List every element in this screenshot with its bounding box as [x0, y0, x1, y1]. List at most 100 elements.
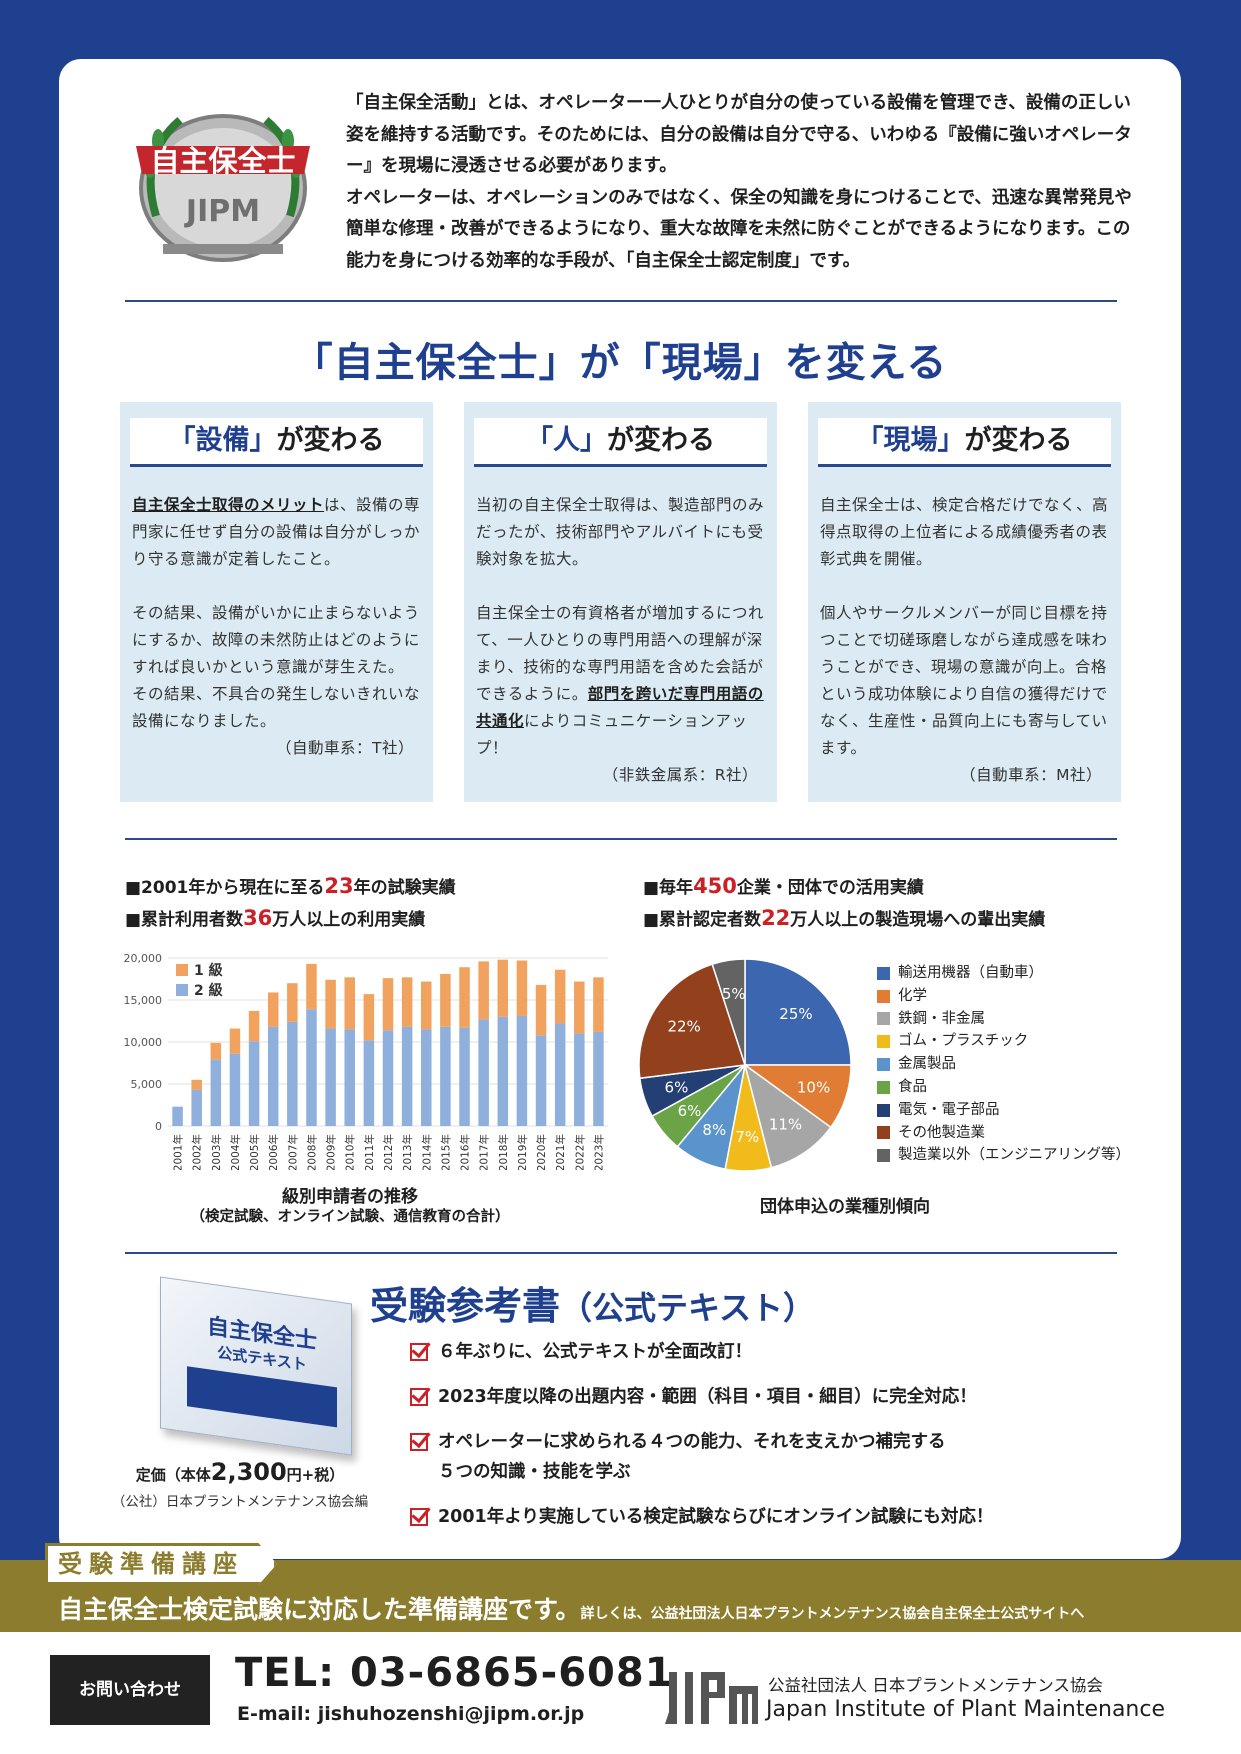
bar-segment — [191, 1089, 202, 1126]
bar-segment — [248, 1010, 260, 1042]
x-tick-label: 2008年 — [305, 1134, 318, 1170]
legend-label: 電気・電子部品 — [898, 1101, 1000, 1118]
pie-slice — [711, 958, 746, 1066]
x-tick-label: 2012年 — [382, 1134, 395, 1170]
column-body: 自主保全士取得のメリットは、設備の専門家に任せず自分の設備は自分がしっかり守る意… — [132, 492, 424, 762]
legend-item: 鉄鋼・非金属 — [877, 1008, 1130, 1031]
x-tick-label: 2015年 — [439, 1134, 452, 1170]
bar-segment — [172, 1106, 183, 1126]
bar-segment — [497, 959, 509, 1017]
pie-chart-title: 団体申込の業種別傾向 — [760, 1197, 930, 1217]
x-tick-label: 2020年 — [535, 1134, 548, 1170]
highlight-text: 部門を跨いだ専門用語の共通化 — [476, 685, 764, 730]
prep-course-text: 自主保全士検定試験に対応した準備講座です。詳しくは、公益社団法人日本プラントメン… — [58, 1595, 1085, 1624]
x-tick-label: 2006年 — [267, 1134, 280, 1170]
pie-slice-label: 7% — [735, 1128, 759, 1146]
divider — [125, 838, 1117, 840]
bar-segment — [306, 963, 317, 1010]
reference-checklist: ６年ぶりに、公式テキストが全面改訂！ 2023年度以降の出題内容・範囲（科目・項… — [410, 1337, 1170, 1532]
bar-segment — [497, 1016, 509, 1126]
intro-paragraph-2: オペレーターは、オペレーションのみではなく、保全の知識を身につけることで、迅速な… — [346, 187, 1132, 271]
column-heading: 「現場」が変わる — [818, 418, 1111, 467]
intro-text: 「自主保全活動」とは、オペレーター一人ひとりが自分の使っている設備を管理でき、設… — [346, 88, 1136, 277]
legend-item: 輸送用機器（自動車） — [877, 962, 1130, 985]
y-tick-label: 10,000 — [124, 1036, 163, 1049]
y-tick-label: 20,000 — [124, 952, 163, 965]
column-equipment: 「設備」が変わる 自主保全士取得のメリットは、設備の専門家に任せず自分の設備は自… — [120, 402, 433, 802]
stats-right: ■毎年450企業・団体での活用実績 ■累計認定者数22万人以上の製造現場への輩出… — [643, 874, 1046, 930]
pie-legend: 輸送用機器（自動車） 化学 鉄鋼・非金属 ゴム・プラスチック 金属製品 食品 電気・電子部品… — [877, 962, 1130, 1167]
bar-segment — [344, 977, 355, 1030]
legend-swatch — [176, 984, 188, 996]
column-body: 自主保全士は、検定合格だけでなく、高得点取得の上位者による成績優秀者の表彰式典を… — [820, 492, 1112, 789]
legend-item: 製造業以外（エンジニアリング等） — [877, 1144, 1130, 1167]
legend-label: 化学 — [898, 987, 927, 1004]
textbook-price: 定価（本体2,300円+税） — [135, 1458, 345, 1486]
pie-slice-label: 11% — [769, 1116, 802, 1134]
bar-segment — [287, 1021, 298, 1126]
x-tick-label: 2004年 — [229, 1134, 242, 1170]
legend-label: 食品 — [898, 1078, 927, 1095]
bar-segment — [248, 1041, 260, 1126]
main-title: 「自主保全士」が「現場」を変える — [292, 340, 948, 386]
org-name-ja: 公益社団法人 日本プラントメンテナンス協会 — [768, 1676, 1103, 1695]
check-item: 2023年度以降の出題内容・範囲（科目・項目・細目）に完全対応！ — [410, 1382, 1170, 1412]
x-tick-label: 2021年 — [554, 1134, 567, 1170]
phone-number[interactable]: TEL: 03-6865-6081 — [235, 1650, 674, 1696]
x-tick-label: 2005年 — [248, 1134, 261, 1170]
legend-swatch — [176, 964, 188, 976]
bar-segment — [363, 1040, 375, 1126]
bar-segment — [440, 973, 451, 1027]
legend-item: 電気・電子部品 — [877, 1099, 1130, 1122]
reference-title: 受験参考書（公式テキスト） — [370, 1284, 816, 1328]
x-tick-label: 2014年 — [420, 1134, 433, 1170]
check-item-continuation: ５つの知識・技能を学ぶ — [438, 1462, 631, 1482]
bar-segment — [554, 1023, 566, 1126]
bar-segment — [401, 977, 413, 1027]
legend-label: 鉄鋼・非金属 — [898, 1010, 985, 1027]
pie-slice — [743, 1063, 832, 1169]
intro-paragraph-1: 「自主保全活動」とは、オペレーター一人ひとりが自分の使っている設備を管理でき、設… — [346, 93, 1132, 176]
x-tick-label: 2001年 — [172, 1134, 185, 1170]
pie-slice-label: 22% — [667, 1017, 700, 1035]
bar-segment — [554, 969, 566, 1024]
divider — [125, 1252, 1117, 1254]
bar-segment — [363, 994, 375, 1041]
jishuhozenshi-emblem: 自主保全士 JIPM — [136, 114, 310, 262]
source-label: （自動車系：T社） — [276, 739, 414, 757]
textbook-cover-image: 自主保全士 公式テキスト — [160, 1276, 352, 1456]
email-address[interactable]: E-mail: jishuhozenshi@jipm.or.jp — [237, 1703, 585, 1725]
stats-left: ■2001年から現在に至る23年の試験実績 ■累計利用者数36万人以上の利用実績 — [125, 874, 456, 930]
checkbox-icon — [410, 1343, 428, 1361]
x-tick-label: 2013年 — [401, 1134, 414, 1170]
x-tick-label: 2003年 — [210, 1134, 223, 1170]
divider — [125, 300, 1117, 302]
legend-item: 食品 — [877, 1076, 1130, 1099]
bar-segment — [478, 1019, 489, 1126]
x-tick-label: 2011年 — [363, 1134, 376, 1170]
bar-segment — [229, 1028, 241, 1054]
bar-segment — [382, 1030, 394, 1126]
bar-segment — [229, 1053, 241, 1126]
legend-item: 化学 — [877, 985, 1130, 1008]
bar-segment — [516, 960, 528, 1016]
jipm-logo-icon — [665, 1672, 758, 1724]
pie-slice — [638, 963, 746, 1080]
emblem-title: 自主保全士 — [150, 144, 295, 178]
bar-segment — [574, 981, 585, 1034]
column-people: 「人」が変わる 当初の自主保全士取得は、製造部門のみだったが、技術部門やアルバイ… — [464, 402, 777, 802]
bar-chart-title: 級別申請者の推移 — [282, 1187, 418, 1207]
legend-swatch — [877, 1080, 890, 1094]
bar-segment — [535, 1035, 547, 1126]
legend-swatch — [877, 1058, 890, 1072]
check-item: 2001年より実施している検定試験ならびにオンライン試験にも対応！ — [410, 1502, 1170, 1532]
bar-segment — [210, 1042, 222, 1060]
bar-segment — [382, 978, 394, 1031]
bar-segment — [478, 961, 489, 1020]
bar-chart-subtitle: （検定試験、オンライン試験、通信教育の合計） — [190, 1209, 510, 1225]
bar-segment — [267, 992, 279, 1027]
bar-segment — [459, 1027, 470, 1126]
legend-label: 2 級 — [194, 982, 223, 999]
legend-swatch — [877, 1149, 890, 1163]
legend-item: 金属製品 — [877, 1053, 1130, 1076]
